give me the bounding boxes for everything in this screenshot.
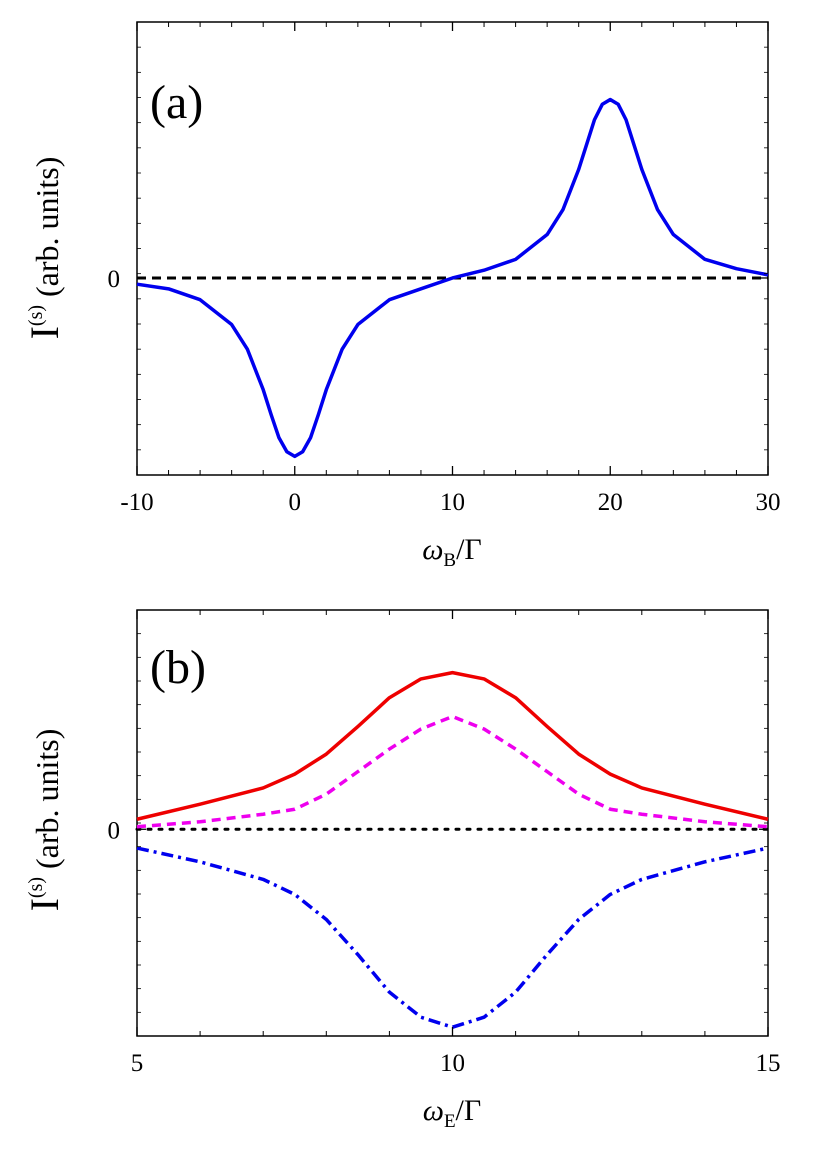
y-axis-superscript: (s): [25, 877, 47, 898]
panel-label: (b): [150, 641, 206, 694]
x-tick-label: 5: [131, 1050, 144, 1077]
y-axis-main: I: [22, 898, 67, 911]
series-line-solid-0: [136, 670, 769, 821]
x-axis-subscript: E: [444, 1111, 456, 1132]
x-axis-label: ωB/Γ: [422, 533, 482, 571]
series-line-solid-0: [136, 97, 769, 459]
y-axis-suffix: (arb. units): [29, 157, 65, 305]
x-tick-label: 10: [440, 489, 465, 516]
y-tick-label: 0: [108, 266, 121, 293]
y-axis-main: I: [22, 326, 67, 339]
y-axis-suffix: (arb. units): [29, 729, 65, 877]
x-tick-label: 30: [756, 489, 781, 516]
y-tick-label: 0: [108, 817, 121, 844]
x-tick-label: 15: [756, 1050, 781, 1077]
tick-labels: -10 0 10 20 30 0: [108, 266, 781, 516]
x-tick-label: 20: [598, 489, 623, 516]
series-line-dashed-1: [136, 714, 769, 829]
y-axis-superscript: (s): [25, 305, 47, 326]
series-line-dashdot-2: [136, 846, 769, 1029]
x-tick-label: 0: [289, 489, 302, 516]
x-axis-label: ωE/Γ: [423, 1094, 481, 1132]
x-axis-suffix: /Γ: [456, 1094, 482, 1127]
x-axis-subscript: B: [443, 550, 456, 571]
x-axis-symbol: ω: [422, 533, 443, 566]
panel-label: (a): [150, 76, 203, 129]
x-tick-label: 10: [440, 1050, 465, 1077]
x-axis-suffix: /Γ: [456, 533, 482, 566]
x-axis-symbol: ω: [423, 1094, 444, 1127]
ticks: [136, 610, 769, 1036]
y-axis-label: I(s) (arb. units): [22, 157, 67, 340]
panel-a: -10 0 10 20 30 0 (a) ωB/Γ I(s) (arb. units): [22, 21, 781, 571]
y-axis-label: I(s) (arb. units): [22, 729, 67, 912]
curves: [136, 97, 769, 459]
tick-labels: 5 10 15 0: [108, 817, 781, 1077]
panel-b: 5 10 15 0 (b) ωE/Γ I(s) (arb. units): [22, 609, 781, 1132]
curves: [135, 670, 770, 1029]
plot-frame: [136, 21, 769, 476]
ticks: [136, 22, 769, 475]
x-tick-label: -10: [120, 489, 153, 516]
